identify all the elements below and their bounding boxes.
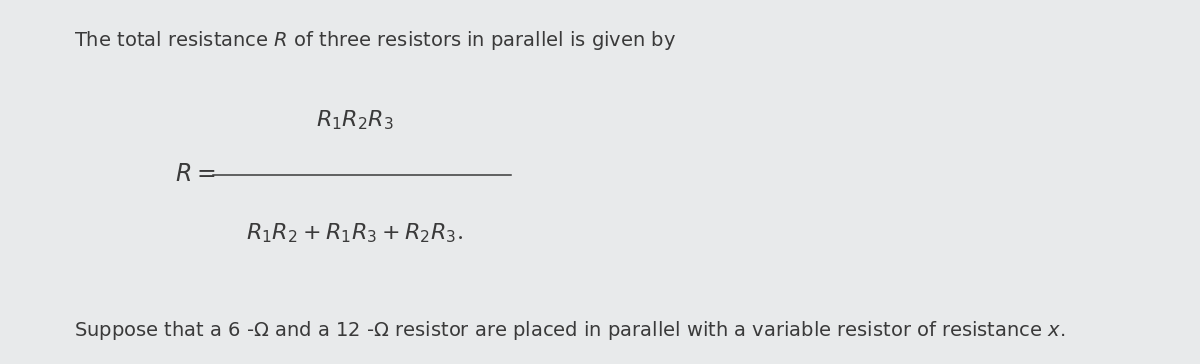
Text: $R=$: $R=$ xyxy=(175,163,216,186)
Text: $R_1R_2+R_1R_3+R_2R_3$.: $R_1R_2+R_1R_3+R_2R_3$. xyxy=(246,221,463,245)
Text: $R_1R_2R_3$: $R_1R_2R_3$ xyxy=(316,108,394,132)
Text: The total resistance $R$ of three resistors in parallel is given by: The total resistance $R$ of three resist… xyxy=(74,29,677,52)
Text: Suppose that a 6 -$\Omega$ and a 12 -$\Omega$ resistor are placed in parallel wi: Suppose that a 6 -$\Omega$ and a 12 -$\O… xyxy=(74,319,1066,342)
